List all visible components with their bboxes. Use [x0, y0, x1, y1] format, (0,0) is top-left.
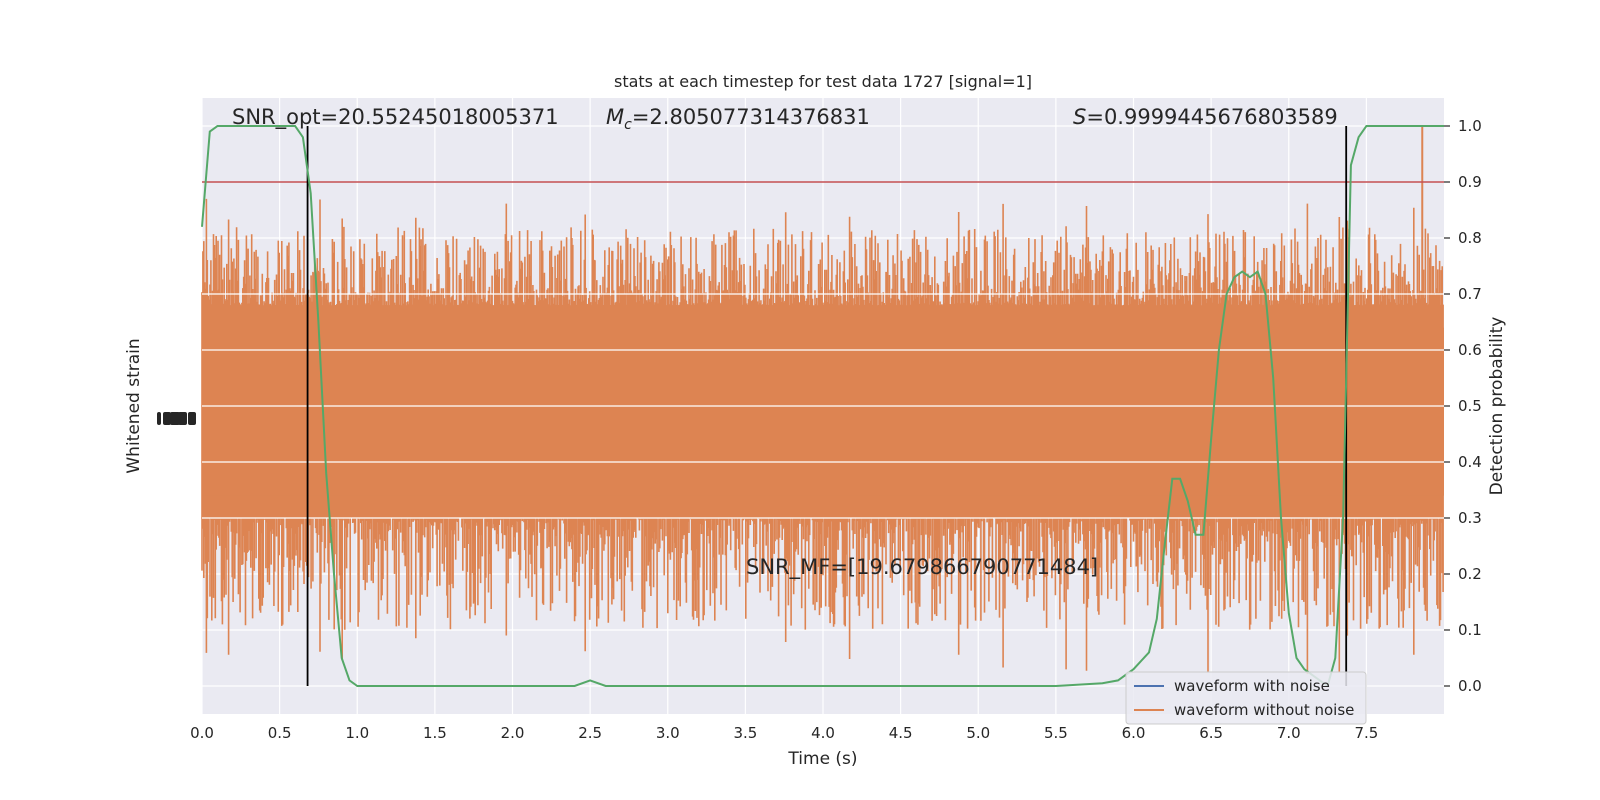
annotation-snr-opt: SNR_opt=20.55245018005371: [232, 105, 559, 130]
y-right-tick-label: 1.0: [1458, 117, 1482, 135]
left-tick-glyph: [163, 412, 171, 425]
legend-box: [1125, 671, 1367, 725]
x-tick-label: 7.5: [1354, 724, 1378, 742]
x-tick-label: 7.0: [1277, 724, 1301, 742]
legend-label-waveform-with-noise: waveform with noise: [1174, 677, 1330, 695]
x-tick-label: 0.5: [268, 724, 292, 742]
x-axis-label: Time (s): [787, 749, 857, 769]
left-axis-tick-marks: [157, 412, 196, 425]
series-waveform-without-noise: [201, 126, 1444, 675]
left-tick-glyph: [170, 412, 180, 425]
x-tick-label: 5.5: [1044, 724, 1068, 742]
y-axis-label-left: Whitened strain: [124, 338, 144, 473]
y-right-tick-label: 0.0: [1458, 677, 1482, 695]
left-tick-glyph: [188, 412, 196, 425]
legend: waveform with noise waveform without noi…: [1125, 671, 1367, 725]
left-tick-glyph: [157, 412, 161, 425]
annotation-statistic-symbol: S: [1073, 105, 1086, 129]
legend-label-waveform-without-noise: waveform without noise: [1174, 701, 1354, 719]
y-right-tick-label: 0.5: [1458, 397, 1482, 415]
x-tick-label: 3.5: [733, 724, 757, 742]
annotation-statistic: S=0.9999445676803589: [1073, 105, 1338, 129]
x-tick-label: 3.0: [656, 724, 680, 742]
x-tick-label: 2.5: [578, 724, 602, 742]
y-right-tick-label: 0.3: [1458, 509, 1482, 527]
y-right-tick-label: 0.1: [1458, 621, 1482, 639]
y-right-tick-label: 0.2: [1458, 565, 1482, 583]
x-tick-label: 5.0: [966, 724, 990, 742]
x-tick-label: 1.5: [423, 724, 447, 742]
y-right-tick-label: 0.8: [1458, 229, 1482, 247]
y-axis-label-right: Detection probability: [1487, 317, 1507, 496]
y-right-tick-label: 0.9: [1458, 173, 1482, 191]
y-right-tick-label: 0.6: [1458, 341, 1482, 359]
y-right-tick-labels: 0.0 0.1 0.2 0.3 0.4 0.5 0.6 0.7 0.8 0.9 1.0: [1444, 117, 1482, 695]
y-right-tick-label: 0.4: [1458, 453, 1482, 471]
noise-band-core: [202, 327, 1444, 496]
x-tick-label: 4.5: [889, 724, 913, 742]
x-tick-label: 0.0: [190, 724, 214, 742]
annotation-statistic-value: =0.9999445676803589: [1086, 105, 1337, 129]
y-right-tick-label: 0.7: [1458, 285, 1482, 303]
x-tick-label: 6.5: [1199, 724, 1223, 742]
annotation-chirp-mass-value: =2.805077314376831: [632, 105, 870, 129]
annotation-chirp-mass-subscript: c: [624, 117, 632, 133]
x-tick-label: 2.0: [501, 724, 525, 742]
chart-title: stats at each timestep for test data 172…: [614, 72, 1032, 91]
annotation-chirp-mass-symbol: M: [606, 105, 624, 129]
x-tick-label: 4.0: [811, 724, 835, 742]
annotation-snr-mf: SNR_MF=[19.679866790771484]: [746, 555, 1098, 580]
x-tick-labels: 0.0 0.5 1.0 1.5 2.0 2.5 3.0 3.5 4.0 4.5 5.0 5.5 6.0 6…: [190, 724, 1378, 742]
x-tick-label: 6.0: [1122, 724, 1146, 742]
x-tick-label: 1.0: [345, 724, 369, 742]
annotation-chirp-mass: Mc=2.805077314376831: [606, 105, 870, 133]
left-tick-glyph: [178, 412, 187, 425]
